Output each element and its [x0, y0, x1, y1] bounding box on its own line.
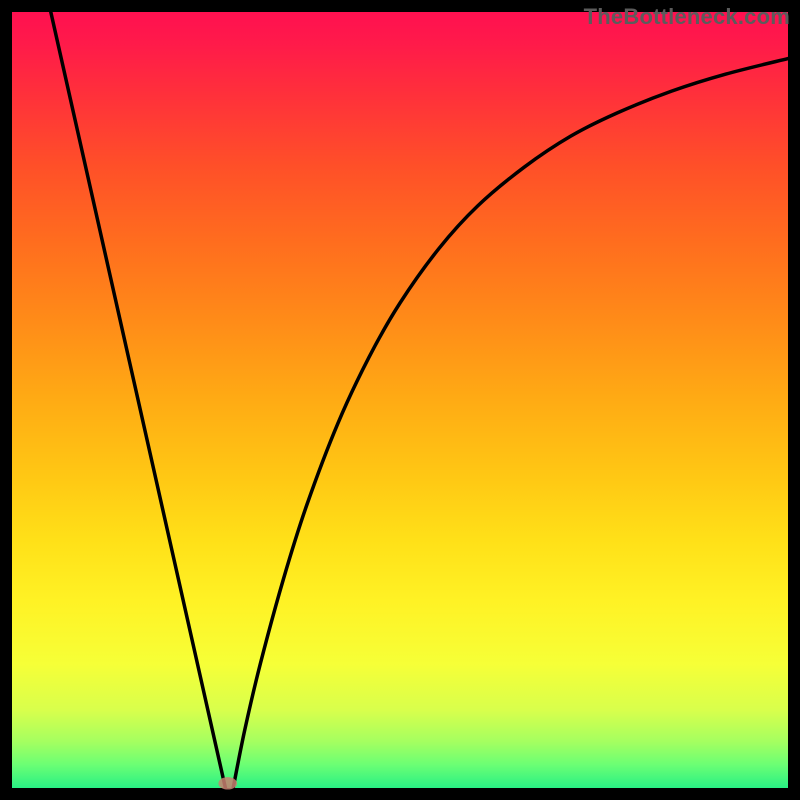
chart-svg: [0, 0, 800, 800]
watermark-text: TheBottleneck.com: [584, 4, 790, 30]
bottleneck-chart: TheBottleneck.com: [0, 0, 800, 800]
optimal-point-marker: [218, 777, 237, 789]
chart-background: [12, 12, 788, 788]
